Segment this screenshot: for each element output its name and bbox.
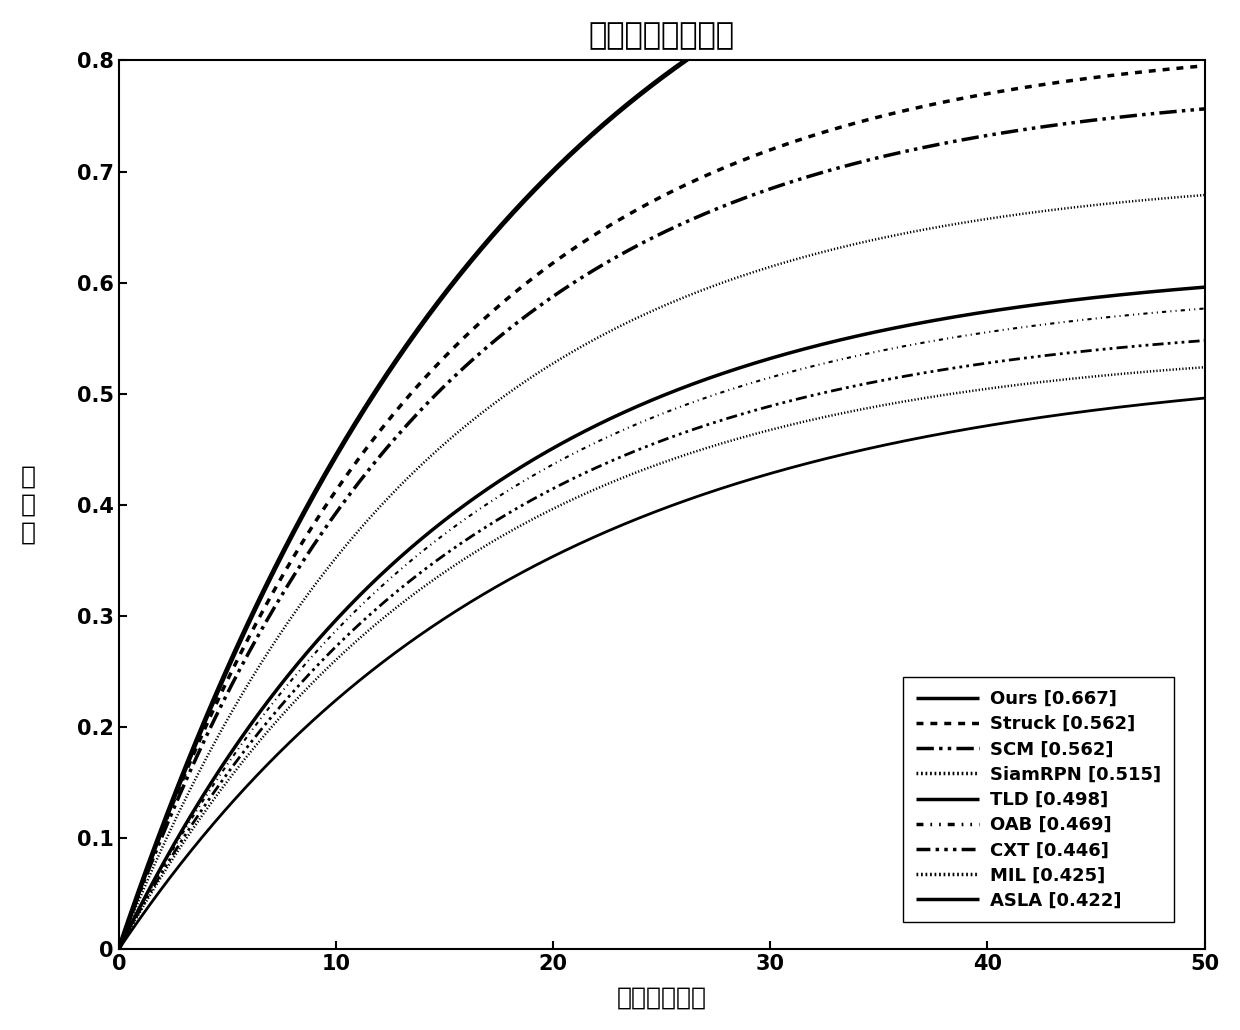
TLD [0.498] <box>1197 281 1211 294</box>
OAB [0.469] <box>166 842 181 854</box>
OAB [0.469] <box>966 329 981 341</box>
MIL [0.425] <box>1166 364 1180 376</box>
SCM [0.562] <box>966 132 981 144</box>
Line: CXT [0.446]: CXT [0.446] <box>119 341 1204 950</box>
TLD [0.498] <box>640 397 655 409</box>
Ours [0.667] <box>640 82 655 95</box>
MIL [0.425] <box>166 851 181 863</box>
SiamRPN [0.515] <box>966 215 981 228</box>
Struck [0.562] <box>640 198 655 210</box>
Line: OAB [0.469]: OAB [0.469] <box>119 309 1204 950</box>
Y-axis label: 精
确
率: 精 确 率 <box>21 466 36 545</box>
SCM [0.562] <box>112 943 126 956</box>
CXT [0.446] <box>112 943 126 956</box>
Struck [0.562] <box>610 214 625 227</box>
SCM [0.562] <box>166 801 181 814</box>
ASLA [0.422] <box>166 866 181 879</box>
MIL [0.425] <box>640 462 655 475</box>
Line: Ours [0.667]: Ours [0.667] <box>119 0 1204 950</box>
ASLA [0.422] <box>640 509 655 521</box>
OAB [0.469] <box>112 943 126 956</box>
ASLA [0.422] <box>1166 396 1180 408</box>
Struck [0.562] <box>966 90 981 102</box>
CXT [0.446] <box>610 452 625 465</box>
Ours [0.667] <box>610 106 625 118</box>
TLD [0.498] <box>966 308 981 320</box>
MIL [0.425] <box>966 384 981 397</box>
X-axis label: 位置误差阈値: 位置误差阈値 <box>616 985 707 1009</box>
CXT [0.446] <box>966 358 981 371</box>
TLD [0.498] <box>112 943 126 956</box>
TLD [0.498] <box>1166 283 1180 296</box>
SiamRPN [0.515] <box>1166 192 1180 204</box>
MIL [0.425] <box>112 943 126 956</box>
SCM [0.562] <box>1166 105 1180 117</box>
OAB [0.469] <box>640 414 655 426</box>
SCM [0.562] <box>1166 105 1180 117</box>
Line: Struck [0.562]: Struck [0.562] <box>119 66 1204 950</box>
SiamRPN [0.515] <box>166 816 181 828</box>
SiamRPN [0.515] <box>640 307 655 319</box>
CXT [0.446] <box>1166 337 1180 349</box>
Line: ASLA [0.422]: ASLA [0.422] <box>119 398 1204 950</box>
Struck [0.562] <box>1166 63 1180 75</box>
CXT [0.446] <box>1197 335 1211 347</box>
MIL [0.425] <box>1197 362 1211 374</box>
SCM [0.562] <box>640 235 655 247</box>
OAB [0.469] <box>1166 305 1180 317</box>
Line: SCM [0.562]: SCM [0.562] <box>119 109 1204 950</box>
MIL [0.425] <box>1166 364 1180 376</box>
Legend: Ours [0.667], Struck [0.562], SCM [0.562], SiamRPN [0.515], TLD [0.498], OAB [0.: Ours [0.667], Struck [0.562], SCM [0.562… <box>904 678 1174 923</box>
SCM [0.562] <box>610 250 625 263</box>
Line: SiamRPN [0.515]: SiamRPN [0.515] <box>119 195 1204 950</box>
Line: MIL [0.425]: MIL [0.425] <box>119 368 1204 950</box>
Ours [0.667] <box>166 790 181 802</box>
ASLA [0.422] <box>112 943 126 956</box>
SCM [0.562] <box>1197 103 1211 115</box>
SiamRPN [0.515] <box>1197 188 1211 201</box>
CXT [0.446] <box>166 847 181 859</box>
CXT [0.446] <box>1166 337 1180 349</box>
TLD [0.498] <box>610 409 625 421</box>
ASLA [0.422] <box>1197 391 1211 404</box>
ASLA [0.422] <box>1166 396 1180 408</box>
SiamRPN [0.515] <box>112 943 126 956</box>
OAB [0.469] <box>1197 303 1211 315</box>
TLD [0.498] <box>1166 283 1180 296</box>
Struck [0.562] <box>112 943 126 956</box>
Ours [0.667] <box>112 943 126 956</box>
ASLA [0.422] <box>966 422 981 435</box>
OAB [0.469] <box>610 426 625 439</box>
Line: TLD [0.498]: TLD [0.498] <box>119 287 1204 950</box>
Struck [0.562] <box>166 794 181 806</box>
Title: 精确率曲线对比图: 精确率曲线对比图 <box>589 21 735 49</box>
Struck [0.562] <box>1166 63 1180 75</box>
CXT [0.446] <box>640 440 655 452</box>
MIL [0.425] <box>610 474 625 486</box>
OAB [0.469] <box>1166 305 1180 317</box>
SiamRPN [0.515] <box>1166 192 1180 204</box>
ASLA [0.422] <box>610 520 625 533</box>
Struck [0.562] <box>1197 60 1211 72</box>
TLD [0.498] <box>166 837 181 850</box>
SiamRPN [0.515] <box>610 321 625 334</box>
